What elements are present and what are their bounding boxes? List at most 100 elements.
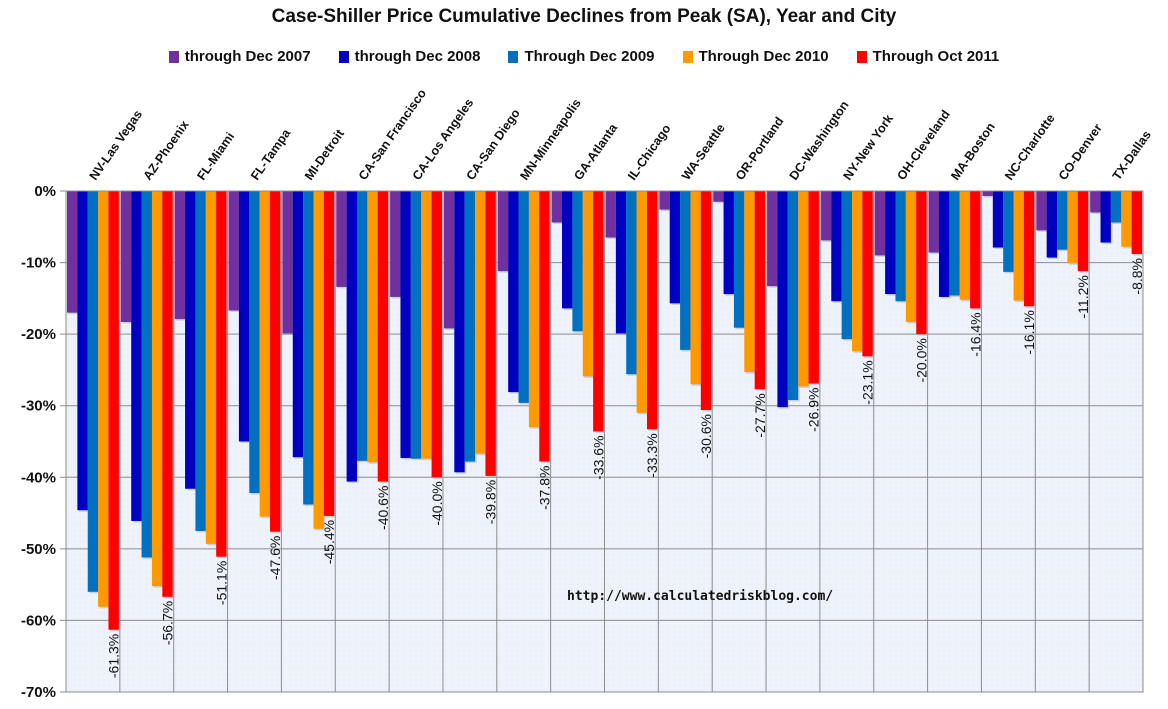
bar [131, 191, 142, 521]
bar [1077, 191, 1089, 272]
x-category-label: CA-San Diego [464, 106, 523, 183]
data-label: -56.7% [160, 601, 176, 645]
bar [249, 191, 260, 494]
legend-item: through Dec 2007 [168, 48, 311, 65]
x-category-label: IL-Chicago [625, 121, 674, 182]
bar [1023, 191, 1035, 307]
legend-label: Through Dec 2009 [524, 48, 655, 65]
data-label: -40.0% [429, 481, 445, 525]
bar [98, 191, 109, 607]
x-category-label: GA-Atlanta [571, 120, 621, 182]
x-category-label: DC-Washington [787, 98, 852, 182]
bar [356, 191, 368, 461]
bar [562, 191, 573, 309]
bar [1036, 191, 1047, 231]
data-label: -39.8% [483, 480, 499, 524]
data-label: -20.0% [913, 338, 929, 382]
y-tick-label: -40% [21, 469, 56, 486]
bar [767, 191, 778, 287]
bar [485, 191, 496, 476]
bar [831, 191, 842, 302]
bar [108, 191, 119, 630]
bar [431, 191, 442, 478]
legend-label: Through Oct 2011 [872, 48, 1000, 65]
legend-item: Through Dec 2009 [508, 48, 655, 65]
bar [669, 191, 681, 304]
bar [754, 191, 766, 390]
legend: through Dec 2007 through Dec 2008 Through … [0, 48, 1168, 65]
legend-swatch [508, 50, 519, 63]
bar [862, 191, 873, 357]
bar [518, 191, 529, 403]
x-category-label: OR-Portland [733, 114, 787, 182]
bar [982, 191, 993, 197]
data-label: -33.6% [590, 435, 606, 479]
bar [377, 191, 389, 482]
bar [1121, 191, 1132, 247]
x-category-label: FL-Miami [194, 130, 237, 183]
x-category-label: NC-Charlotte [1002, 112, 1058, 183]
bar [646, 191, 658, 430]
bar [777, 191, 788, 408]
bar [508, 191, 519, 393]
bar [874, 191, 886, 256]
legend-swatch [338, 50, 349, 63]
bar [367, 191, 378, 463]
x-category-label: NV-Las Vegas [87, 107, 146, 182]
bar [1110, 191, 1122, 223]
legend-label: through Dec 2007 [184, 48, 311, 65]
bar [733, 191, 745, 328]
bar [992, 191, 1004, 248]
bar [390, 191, 401, 297]
x-category-label: NY-New York [841, 112, 896, 183]
bar [1090, 191, 1101, 213]
legend-label: Through Dec 2010 [698, 48, 829, 65]
bar [162, 191, 173, 597]
bar [787, 191, 799, 400]
bar [680, 191, 691, 350]
bar [659, 191, 670, 210]
data-label: -40.6% [375, 486, 391, 530]
bar [798, 191, 809, 387]
bar [723, 191, 734, 295]
legend-swatch [168, 50, 179, 63]
bar [626, 191, 637, 375]
bar [185, 191, 196, 489]
bar [1013, 191, 1024, 301]
bar [593, 191, 604, 432]
x-category-label: CO-Denver [1056, 121, 1105, 183]
data-label: -45.4% [321, 520, 337, 564]
legend-item: Through Dec 2010 [682, 48, 829, 65]
y-tick-label: -30% [21, 398, 56, 415]
bar [205, 191, 217, 544]
y-tick-label: -70% [21, 684, 56, 701]
bar [464, 191, 476, 462]
bar [841, 191, 853, 340]
bar [938, 191, 950, 297]
bar [497, 191, 509, 272]
x-category-label: WA-Seattle [679, 121, 728, 183]
data-label: -16.1% [1021, 310, 1037, 354]
bar [636, 191, 647, 413]
data-label: -23.1% [860, 360, 876, 404]
bar [400, 191, 411, 458]
bar [1057, 191, 1068, 250]
bar [1003, 191, 1014, 272]
data-label: -37.8% [536, 466, 552, 510]
bar [346, 191, 357, 482]
bar [539, 191, 550, 462]
y-tick-label: -10% [21, 255, 56, 272]
bar [151, 191, 163, 587]
chart-title: Case-Shiller Price Cumulative Declines f… [271, 6, 897, 27]
legend-label: through Dec 2008 [354, 48, 481, 65]
bar [67, 191, 78, 313]
bar [852, 191, 863, 352]
legend-swatch [856, 50, 867, 63]
data-label: -26.9% [806, 388, 822, 432]
x-category-label: MI-Detroit [302, 126, 347, 182]
plot-border [65, 190, 1144, 693]
bar [700, 191, 712, 411]
bar [905, 191, 917, 322]
legend-item: through Dec 2008 [338, 48, 481, 65]
